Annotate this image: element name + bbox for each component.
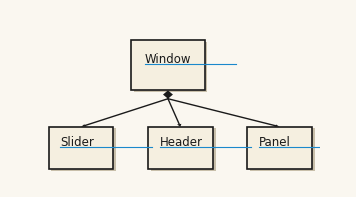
Bar: [49, 127, 114, 169]
Bar: [148, 127, 213, 169]
Bar: [51, 128, 116, 171]
Bar: [131, 40, 205, 90]
Text: Header: Header: [159, 137, 203, 150]
Text: Panel: Panel: [259, 137, 291, 150]
Polygon shape: [274, 125, 280, 127]
Polygon shape: [81, 124, 87, 127]
Text: Slider: Slider: [60, 137, 94, 150]
Polygon shape: [163, 90, 173, 99]
Text: Window: Window: [145, 53, 191, 66]
Bar: [250, 128, 315, 171]
Bar: [134, 42, 207, 92]
Polygon shape: [177, 124, 181, 127]
Bar: [247, 127, 312, 169]
Bar: [151, 128, 216, 171]
